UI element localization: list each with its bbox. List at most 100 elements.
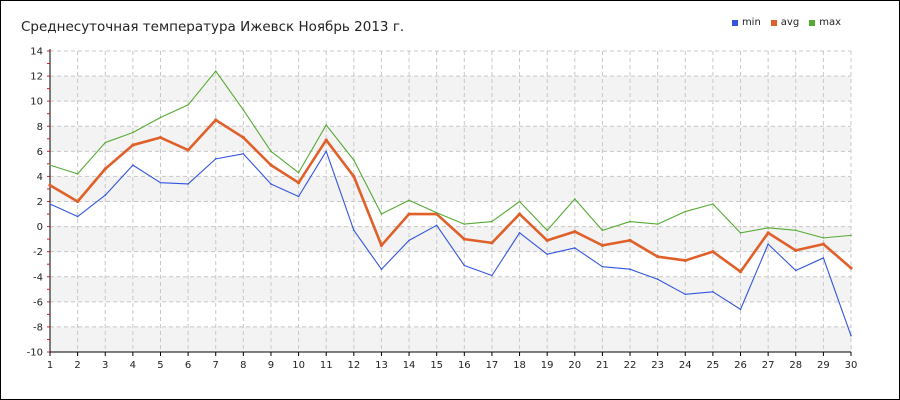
grid-band [50, 326, 851, 352]
data-point-avg [131, 143, 135, 147]
data-point-max [684, 210, 687, 213]
grid-band [50, 226, 851, 252]
chart-title: Среднесуточная температура Ижевск Ноябрь… [21, 19, 405, 35]
data-point-min [491, 274, 493, 277]
data-point-min [767, 243, 769, 245]
x-tick-label: 20 [568, 360, 581, 371]
x-tick-label: 12 [347, 360, 360, 371]
data-point-avg [656, 255, 660, 259]
y-tick-label: -8 [33, 322, 43, 333]
data-point-min [242, 153, 245, 155]
data-point-avg [794, 248, 798, 253]
x-tick-label: 25 [707, 360, 720, 371]
data-point-min [353, 229, 355, 232]
y-tick-label: -6 [33, 297, 43, 308]
x-tick-label: 6 [185, 360, 191, 371]
legend-swatch-avg [770, 19, 777, 26]
data-point-max [132, 131, 134, 134]
data-point-min [794, 269, 797, 272]
data-point-min [159, 181, 162, 184]
x-tick-label: 18 [513, 360, 526, 371]
data-point-avg [407, 212, 411, 216]
data-point-avg [711, 250, 715, 254]
data-point-max [159, 116, 162, 119]
data-point-avg [573, 230, 577, 234]
legend-swatch-min [731, 19, 738, 26]
data-point-avg [849, 266, 853, 270]
y-tick-label: -2 [33, 247, 43, 258]
x-tick-label: 29 [817, 360, 830, 371]
data-point-min [739, 308, 742, 311]
data-point-min [822, 257, 825, 259]
data-point-min [629, 268, 631, 271]
data-point-max [325, 124, 328, 126]
data-point-avg [352, 174, 356, 179]
data-point-min [187, 183, 189, 185]
x-tick-label: 27 [762, 360, 775, 371]
data-point-min [214, 158, 217, 160]
data-point-avg [628, 238, 632, 242]
data-point-max [353, 159, 355, 161]
data-point-avg [517, 212, 522, 216]
data-point-min [601, 265, 604, 268]
data-point-min [712, 291, 714, 293]
data-point-max [739, 232, 742, 234]
x-tick-label: 13 [375, 360, 388, 371]
data-point-avg [738, 270, 743, 274]
x-tick-label: 9 [268, 360, 274, 371]
x-tick-label: 28 [789, 360, 802, 371]
data-point-avg [103, 167, 107, 171]
data-point-max [297, 171, 300, 174]
x-tick-label: 14 [403, 360, 416, 371]
data-point-max [463, 223, 466, 225]
y-tick-label: -4 [33, 272, 43, 283]
data-point-min [380, 268, 383, 271]
data-point-avg [379, 243, 384, 247]
x-tick-label: 8 [240, 360, 246, 371]
data-point-max [601, 229, 604, 232]
data-point-avg [186, 148, 190, 152]
data-point-avg [48, 183, 52, 187]
y-tick-label: 2 [37, 197, 43, 208]
data-point-max [518, 200, 521, 203]
data-point-min [684, 293, 687, 296]
data-point-min [435, 224, 438, 227]
data-point-avg [490, 241, 494, 245]
data-point-avg [462, 237, 466, 241]
data-point-min [325, 150, 328, 153]
data-point-max [408, 199, 410, 202]
data-point-min [270, 183, 272, 185]
x-tick-label: 11 [320, 360, 333, 371]
grid-band [50, 276, 851, 302]
x-tick-label: 21 [596, 360, 609, 371]
data-point-max [270, 150, 272, 153]
data-point-max [767, 227, 769, 229]
legend-item-max: max [809, 17, 841, 28]
y-tick-label: 14 [30, 47, 43, 58]
data-point-max [214, 70, 217, 72]
data-point-max [380, 213, 383, 215]
y-tick-label: 0 [37, 222, 43, 233]
data-point-min [49, 203, 51, 205]
series-line-max [49, 70, 852, 239]
data-point-min [408, 239, 410, 242]
x-tick-label: 26 [734, 360, 747, 371]
y-tick-label: 4 [37, 172, 43, 183]
data-point-max [629, 220, 631, 223]
y-tick-label: 10 [30, 97, 43, 108]
series-line-avg [49, 118, 852, 274]
x-tick-label: 16 [458, 360, 471, 371]
x-tick-label: 22 [624, 360, 637, 371]
data-point-min [546, 253, 548, 255]
x-tick-label: 7 [213, 360, 219, 371]
grid-band [50, 76, 851, 102]
data-point-avg [158, 135, 163, 140]
series-line-min [49, 150, 852, 336]
data-point-avg [269, 163, 273, 167]
x-tick-label: 5 [157, 360, 163, 371]
data-point-avg [600, 243, 605, 247]
x-tick-label: 24 [679, 360, 692, 371]
data-point-avg [821, 242, 825, 246]
